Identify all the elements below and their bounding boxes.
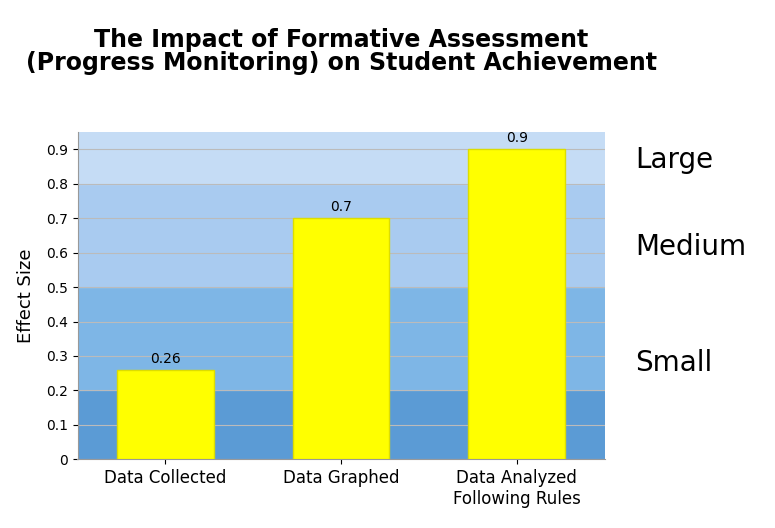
Bar (78, 390, 604, 459)
Bar (78, 287, 604, 390)
Text: Small: Small (636, 349, 713, 377)
Bar (468, 149, 565, 459)
Bar (117, 370, 214, 459)
Bar (78, 132, 604, 184)
Text: (Progress Monitoring) on Student Achievement: (Progress Monitoring) on Student Achieve… (26, 51, 656, 76)
Text: 0.9: 0.9 (505, 131, 528, 145)
Bar (78, 184, 604, 287)
Text: Large: Large (636, 146, 714, 174)
Text: 0.26: 0.26 (150, 352, 181, 365)
Y-axis label: Effect Size: Effect Size (17, 249, 35, 343)
Bar (293, 218, 389, 459)
Text: Medium: Medium (636, 233, 746, 261)
Text: 0.7: 0.7 (330, 200, 352, 214)
Text: The Impact of Formative Assessment: The Impact of Formative Assessment (94, 27, 588, 52)
